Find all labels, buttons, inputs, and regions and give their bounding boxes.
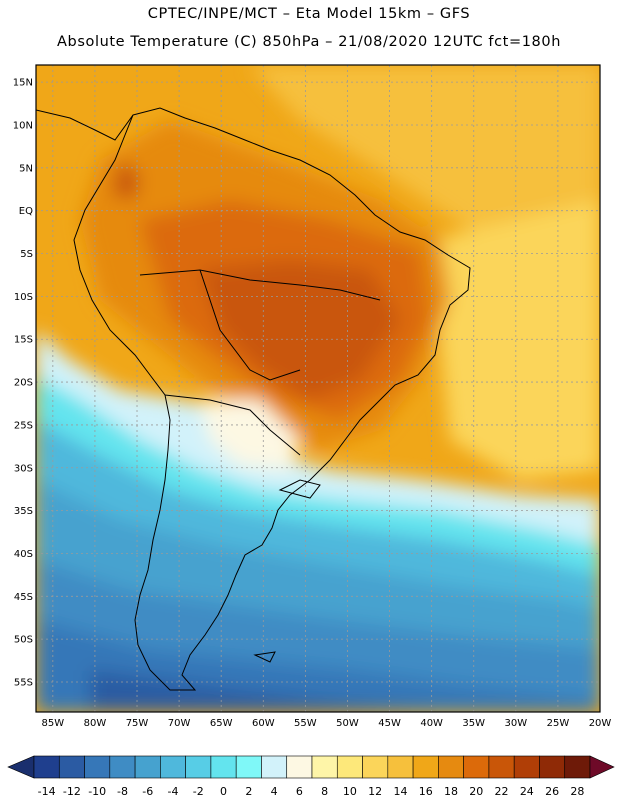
colorbar-swatch [311, 755, 338, 779]
colorbar-tick-label: -4 [168, 785, 179, 798]
colorbar-tick-label: 18 [444, 785, 458, 798]
colorbar-tick-label: 6 [296, 785, 303, 798]
lat-tick-label: 15N [13, 78, 33, 89]
colorbar-tick-label: -12 [63, 785, 81, 798]
colorbar-swatch [362, 755, 389, 779]
colorbar-tick-label: 8 [321, 785, 328, 798]
lat-tick-label: 35S [14, 506, 33, 517]
lat-tick-label: 55S [14, 678, 33, 689]
gridlines [36, 65, 600, 712]
colorbar-tick-label: -10 [88, 785, 106, 798]
colorbar-swatch [109, 755, 136, 779]
colorbar-swatch [210, 755, 237, 779]
colorbar-swatch [488, 755, 515, 779]
lat-tick-label: 45S [14, 592, 33, 603]
lon-tick-label: 55W [294, 718, 317, 729]
colorbar-tick-label: 28 [570, 785, 584, 798]
lat-tick-label: 10S [14, 292, 33, 303]
lon-tick-label: 25W [547, 718, 570, 729]
lon-tick-label: 85W [42, 718, 65, 729]
lat-tick-label: 25S [14, 420, 33, 431]
colorbar-swatch [185, 755, 212, 779]
colorbar-tick-label: -2 [193, 785, 204, 798]
colorbar-swatch [235, 755, 262, 779]
colorbar-tick-label: 14 [393, 785, 407, 798]
colorbar-labels: -14 -12 -10 -8 -6 -4 -2 0 2 4 6 8 10 12 14 16 18 20 22 24 26… [38, 785, 585, 798]
lat-tick-label: EQ [19, 206, 33, 217]
colorbar-swatch [463, 755, 490, 779]
map-frame [35, 64, 601, 713]
lat-tick-label: 20S [14, 378, 33, 389]
colorbar-swatch [564, 755, 591, 779]
colorbar-tick-label: 22 [495, 785, 509, 798]
lon-tick-label: 20W [589, 718, 612, 729]
colorbar-tick-label: 0 [220, 785, 227, 798]
lon-tick-label: 35W [462, 718, 485, 729]
colorbar-tick-label: 12 [368, 785, 382, 798]
chart-subtitle: Absolute Temperature (C) 850hPa – 21/08/… [57, 34, 561, 50]
colorbar-swatch [58, 755, 85, 779]
lon-tick-label: 50W [336, 718, 359, 729]
lon-tick-label: 75W [126, 718, 149, 729]
colorbar-swatch [261, 755, 288, 779]
coastlines [36, 107, 471, 691]
colorbar-tick-label: 26 [545, 785, 559, 798]
border-line [139, 269, 381, 301]
colorbar-swatch [387, 755, 414, 779]
lon-tick-label: 80W [84, 718, 107, 729]
falklands-islands [253, 651, 276, 663]
colorbar [7, 755, 615, 779]
lat-tick-label: 15S [14, 335, 33, 346]
colorbar-max-arrow [589, 755, 615, 779]
colorbar-swatch [33, 755, 60, 779]
central-america-coastline [36, 109, 134, 141]
colorbar-tick-label: 16 [419, 785, 433, 798]
lat-tick-label: 10N [13, 120, 33, 131]
colorbar-swatch [412, 755, 439, 779]
lon-tick-label: 45W [378, 718, 401, 729]
border-line [199, 269, 301, 381]
colorbar-tick-label: 4 [271, 785, 278, 798]
rio-de-la-plata [278, 479, 321, 499]
colorbar-swatch [438, 755, 464, 779]
colorbar-swatch [84, 755, 111, 779]
temperature-field [36, 65, 600, 712]
lat-axis: 15N 10N 5N EQ 5S 10S 15S 20S 25S 30S 35S 40S 45S 50S 5… [13, 78, 33, 689]
colorbar-tick-label: 20 [469, 785, 483, 798]
colorbar-tick-label: 2 [245, 785, 252, 798]
lon-axis: 85W 80W 75W 70W 65W 60W 55W 50W 45W 40W 35W 30W 25W 2… [42, 718, 612, 729]
border-line [164, 394, 301, 456]
lon-tick-label: 30W [505, 718, 528, 729]
colorbar-tick-label: 10 [343, 785, 357, 798]
lon-tick-label: 40W [420, 718, 443, 729]
colorbar-swatch [286, 755, 313, 779]
colorbar-swatch [134, 755, 161, 779]
lat-tick-label: 5S [20, 249, 33, 260]
chart-title: CPTEC/INPE/MCT – Eta Model 15km – GFS [147, 6, 471, 22]
lat-tick-label: 40S [14, 549, 33, 560]
lon-tick-label: 65W [210, 718, 233, 729]
colorbar-swatch [539, 755, 566, 779]
lat-tick-label: 5N [19, 163, 33, 174]
colorbar-tick-label: 24 [520, 785, 534, 798]
colorbar-swatch [513, 755, 540, 779]
colorbar-min-arrow [7, 755, 35, 779]
colorbar-swatch [160, 755, 186, 779]
colorbar-tick-label: -8 [117, 785, 128, 798]
colorbar-swatch [336, 755, 363, 779]
colorbar-tick-label: -14 [38, 785, 56, 798]
south-america-coastline [73, 107, 471, 691]
lat-tick-label: 30S [14, 463, 33, 474]
lon-tick-label: 70W [168, 718, 191, 729]
lon-tick-label: 60W [252, 718, 275, 729]
colorbar-tick-label: -6 [142, 785, 153, 798]
lat-tick-label: 50S [14, 635, 33, 646]
